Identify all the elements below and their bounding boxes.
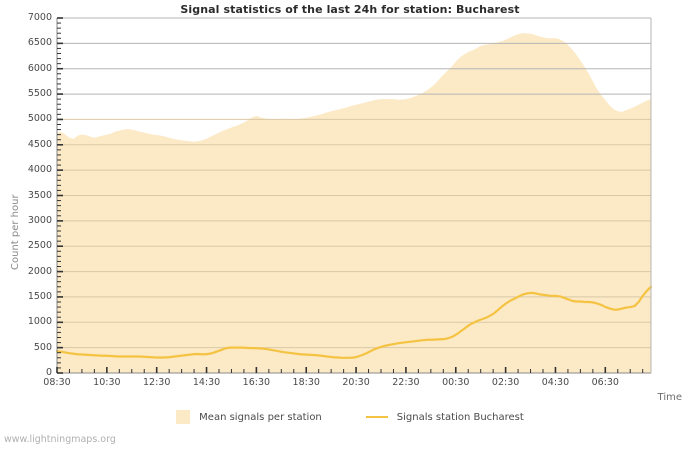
y-tick-label: 5000 <box>27 113 52 125</box>
x-tick-label: 14:30 <box>192 377 221 388</box>
x-tick-label: 16:30 <box>242 377 271 388</box>
x-tick-label: 18:30 <box>292 377 320 388</box>
y-axis-tick-labels: 0 500 1000 1500 2000 2500 3000 3500 4000 4500 5000… <box>0 0 52 450</box>
x-tick-label: 02:30 <box>491 377 520 388</box>
y-tick-label: 4500 <box>27 138 52 150</box>
y-tick-label: 6500 <box>27 37 52 49</box>
legend-label-station-signals: Signals station Bucharest <box>396 411 524 423</box>
x-axis-tick-labels: 08:30 10:30 12:30 14:30 16:30 18:30 20:30 22:30… <box>0 377 700 393</box>
y-tick-label: 500 <box>33 341 52 353</box>
legend-area-swatch-icon <box>176 410 191 424</box>
y-tick-label: 1000 <box>27 316 52 328</box>
y-tick-label: 1500 <box>27 290 52 302</box>
x-tick-label: 00:30 <box>442 377 470 388</box>
area-series <box>57 33 651 374</box>
chart-title: Signal statistics of the last 24h for st… <box>180 3 520 16</box>
y-tick-label: 2000 <box>27 265 52 277</box>
x-axis-title: Time <box>657 392 682 403</box>
line-series <box>55 285 653 359</box>
x-tick-label: 22:30 <box>392 377 420 388</box>
x-tick-label: 20:30 <box>342 377 370 388</box>
y-tick-label: 5500 <box>27 88 52 100</box>
x-tick-label: 12:30 <box>142 377 171 388</box>
legend-item-station-signals: Signals station Bucharest <box>365 411 524 423</box>
x-tick-label: 04:30 <box>541 377 570 388</box>
y-tick-label: 7000 <box>27 12 52 23</box>
x-tick-label: 10:30 <box>93 377 121 388</box>
x-tick-label: 08:30 <box>43 377 71 388</box>
y-tick-label: 2500 <box>27 240 52 252</box>
y-tick-label: 6000 <box>27 62 52 74</box>
y-tick-label: 0 <box>45 367 52 378</box>
chart-legend: Mean signals per station Signals station… <box>0 410 700 424</box>
legend-line-swatch-icon <box>365 416 388 418</box>
x-tick-label: 06:30 <box>591 377 619 388</box>
legend-label-mean-signals: Mean signals per station <box>199 411 322 423</box>
y-tick-label: 4000 <box>27 164 52 176</box>
watermark: www.lightningmaps.org <box>4 434 116 445</box>
y-tick-label: 3000 <box>27 214 52 226</box>
legend-item-mean-signals: Mean signals per station <box>176 410 322 424</box>
y-tick-label: 3500 <box>27 189 52 201</box>
